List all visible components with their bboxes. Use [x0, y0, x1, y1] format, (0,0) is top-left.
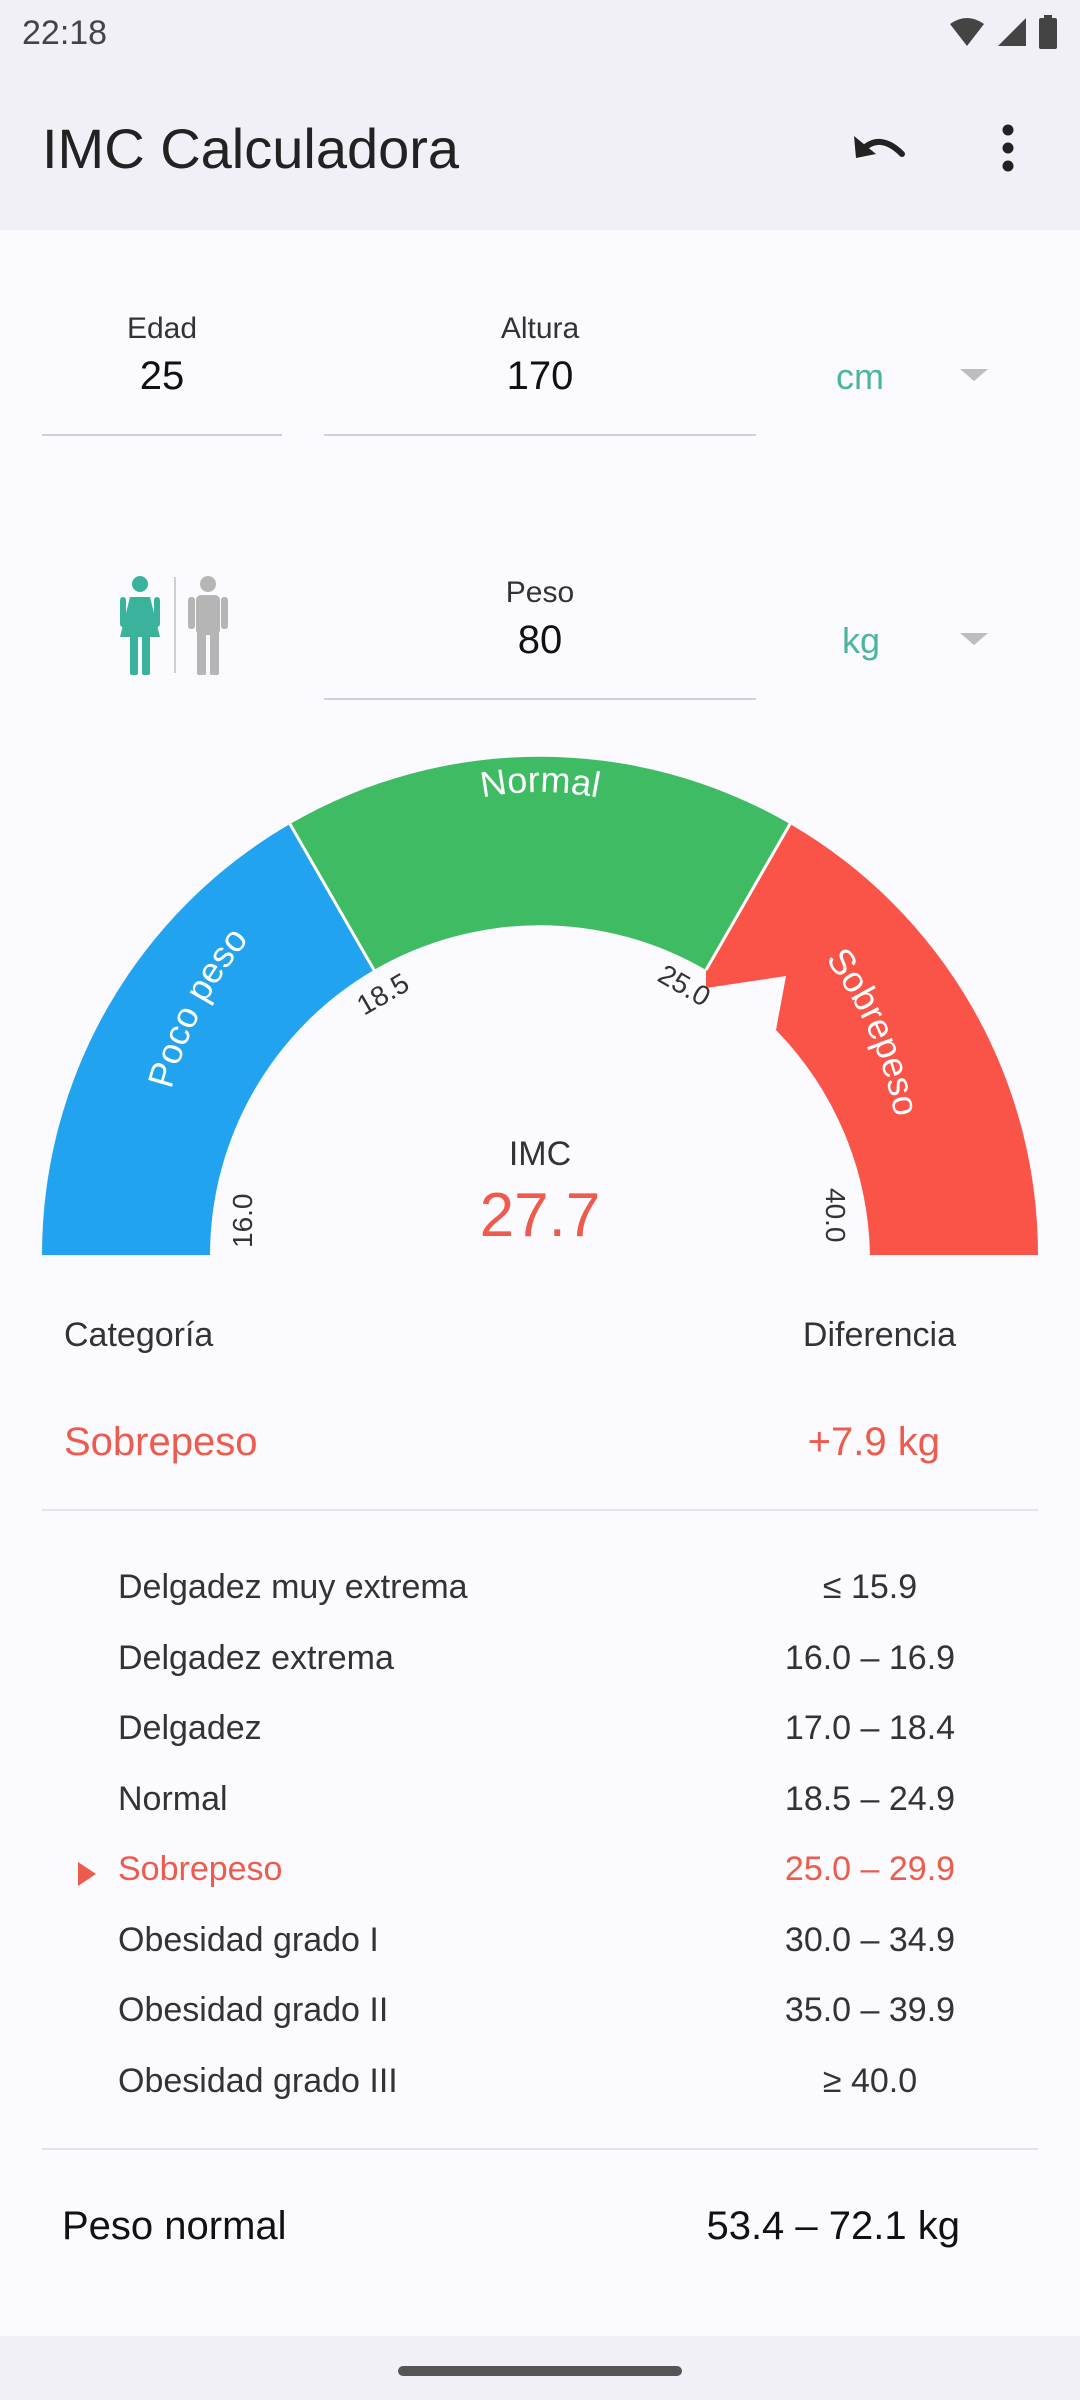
table-row-active: Sobrepeso 25.0 – 29.9	[0, 1838, 1080, 1909]
divider-top	[42, 1509, 1038, 1511]
height-underline	[324, 434, 756, 436]
imc-label: IMC	[508, 1135, 572, 1173]
gender-divider	[174, 577, 176, 673]
age-value[interactable]: 25	[139, 354, 185, 398]
imc-value: 27.7	[479, 1181, 601, 1250]
gender-selector[interactable]	[110, 575, 240, 675]
gauge-segment-normal	[290, 756, 790, 970]
app-bar: IMC Calculadora	[0, 64, 1080, 230]
height-unit-dropdown-icon[interactable]	[960, 369, 988, 381]
status-time: 22:18	[22, 14, 108, 52]
table-row: Obesidad grado I 30.0 – 34.9	[0, 1909, 1080, 1980]
height-label: Altura	[500, 312, 580, 345]
row-name: Normal	[118, 1779, 228, 1818]
row-range: 30.0 – 34.9	[784, 1920, 956, 1959]
difference-value: +7.9 kg	[807, 1420, 940, 1464]
undo-button[interactable]	[848, 116, 912, 180]
male-icon[interactable]	[188, 576, 228, 675]
row-range: 35.0 – 39.9	[784, 1991, 956, 2029]
weight-value[interactable]: 80	[517, 618, 563, 662]
row-range: ≥ 40.0	[822, 2061, 918, 2100]
table-row: Delgadez 17.0 – 18.4	[0, 1697, 1080, 1768]
status-bar: 22:18	[0, 0, 1080, 64]
table-row: Delgadez muy extrema ≤ 15.9	[0, 1556, 1080, 1627]
row-range: 25.0 – 29.9	[784, 1850, 956, 1888]
main-content	[0, 230, 1080, 2336]
age-label: Edad	[126, 312, 198, 345]
row-name: Obesidad grado II	[118, 1991, 389, 2029]
signal-icon	[998, 18, 1026, 46]
height-field[interactable]: Altura 170	[324, 312, 756, 436]
gauge-tick-16: 16.0	[227, 1194, 258, 1249]
table-row: Normal 18.5 – 24.9	[0, 1768, 1080, 1839]
wifi-icon	[950, 18, 984, 46]
weight-unit-dropdown-icon[interactable]	[960, 633, 988, 645]
category-header: Categoría	[64, 1316, 214, 1354]
table-row: Obesidad grado III ≥ 40.0	[0, 2050, 1080, 2121]
weight-field[interactable]: Peso 80	[324, 576, 756, 700]
battery-icon	[1039, 15, 1057, 49]
weight-underline	[324, 698, 756, 700]
table-row: Obesidad grado II 35.0 – 39.9	[0, 1979, 1080, 2050]
row-name: Delgadez muy extrema	[118, 1568, 468, 1606]
status-icons	[948, 12, 1058, 52]
row-range: 18.5 – 24.9	[784, 1779, 956, 1818]
bmi-category-table: Delgadez muy extrema ≤ 15.9 Delgadez ext…	[0, 1556, 1080, 2120]
gauge-separator-1	[288, 823, 376, 971]
row-name: Sobrepeso	[118, 1850, 283, 1888]
height-value[interactable]: 170	[506, 354, 574, 398]
table-row: Delgadez extrema 16.0 – 16.9	[0, 1627, 1080, 1698]
row-name: Delgadez extrema	[118, 1638, 394, 1677]
normal-weight-label: Peso normal	[62, 2204, 287, 2248]
home-gesture-handle[interactable]	[398, 2366, 682, 2376]
row-range: 17.0 – 18.4	[784, 1709, 956, 1747]
gauge-tick-40: 40.0	[820, 1188, 851, 1243]
row-name: Delgadez	[118, 1709, 262, 1747]
normal-weight-value: 53.4 – 72.1 kg	[706, 2204, 960, 2248]
divider-bottom	[42, 2148, 1038, 2150]
gauge-segment-over	[706, 824, 1038, 1255]
row-range: ≤ 15.9	[822, 1568, 918, 1606]
female-icon[interactable]	[120, 576, 160, 675]
height-unit-select[interactable]: cm	[836, 356, 884, 397]
difference-header: Diferencia	[802, 1316, 956, 1354]
row-range: 16.0 – 16.9	[784, 1638, 956, 1677]
age-field[interactable]: Edad 25	[42, 312, 282, 436]
gauge-segment-under	[41, 824, 375, 1255]
category-value: Sobrepeso	[64, 1420, 258, 1464]
gauge-separator-2	[704, 823, 792, 971]
app-title: IMC Calculadora	[42, 117, 460, 180]
more-vert-icon	[1002, 124, 1014, 172]
weight-label: Peso	[505, 576, 575, 609]
age-underline	[42, 434, 282, 436]
navigation-bar	[0, 2336, 1080, 2400]
row-name: Obesidad grado I	[118, 1920, 379, 1959]
bmi-gauge: Normal Poco peso Sobrepeso 16.0 18.5 25.…	[41, 756, 1038, 1255]
active-row-marker-icon	[78, 1862, 96, 1886]
undo-icon	[854, 136, 905, 158]
weight-unit-select[interactable]: kg	[842, 620, 881, 661]
more-options-button[interactable]	[976, 116, 1040, 180]
row-name: Obesidad grado III	[118, 2061, 398, 2100]
